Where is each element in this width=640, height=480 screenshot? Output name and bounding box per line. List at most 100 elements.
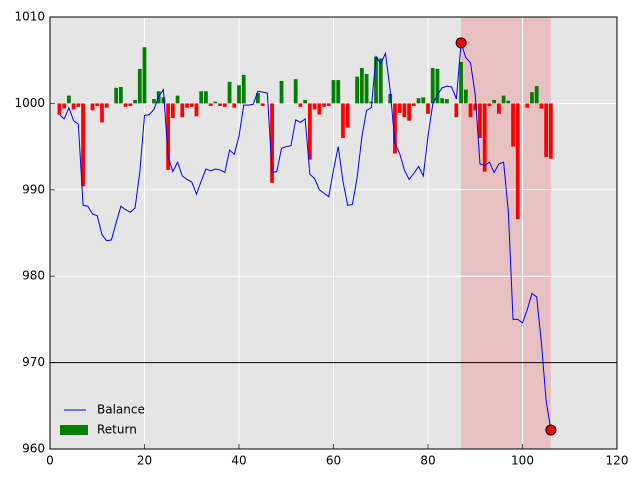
bar [317, 103, 322, 115]
bar [496, 103, 501, 114]
bar [133, 99, 137, 104]
bar [227, 81, 232, 104]
bar [397, 103, 402, 113]
bar [539, 103, 544, 109]
bar [473, 103, 478, 111]
x-tick-label: 0 [46, 454, 54, 468]
bar [326, 103, 331, 106]
bar [544, 103, 549, 157]
bar [118, 86, 123, 104]
bar [416, 98, 421, 104]
y-tick-label: 980 [22, 269, 45, 283]
bar [170, 103, 175, 119]
bar [478, 103, 482, 138]
legend-swatch [60, 425, 88, 435]
bar [104, 103, 109, 108]
y-tick-label: 1010 [14, 10, 45, 24]
bar [204, 91, 208, 104]
bar [293, 79, 298, 104]
y-tick-label: 990 [22, 182, 45, 196]
bar [525, 103, 530, 108]
bar [90, 103, 95, 111]
bar [95, 103, 100, 106]
bar [501, 95, 506, 104]
shaded-span [461, 17, 551, 449]
bar [336, 80, 341, 104]
bar [62, 103, 67, 109]
bar [166, 103, 171, 170]
bar [341, 103, 345, 138]
bar [152, 99, 156, 104]
bar [426, 103, 430, 114]
bar [411, 103, 416, 106]
bar [175, 95, 180, 104]
bar [345, 103, 350, 128]
bar [530, 92, 534, 104]
bar [407, 103, 411, 121]
bar [241, 74, 246, 104]
bar [312, 103, 317, 110]
bar [114, 87, 119, 104]
bar [430, 67, 435, 104]
bar [534, 86, 539, 104]
plot-frame [49, 16, 618, 450]
bar [454, 103, 459, 118]
bar [435, 68, 440, 104]
bar [468, 103, 473, 118]
bar [364, 74, 369, 104]
bar [76, 103, 81, 107]
bar [123, 103, 128, 107]
bar [393, 103, 397, 154]
bar [548, 103, 553, 159]
bar [100, 103, 104, 123]
bar [142, 47, 147, 104]
bar [161, 97, 166, 104]
bar [57, 103, 62, 115]
bar [260, 103, 265, 106]
bar [482, 103, 487, 172]
bar [303, 99, 308, 104]
y-tick-label: 1000 [14, 96, 45, 110]
bar [128, 103, 133, 106]
bar [359, 67, 364, 104]
bar [218, 103, 222, 106]
bar [189, 103, 194, 107]
bar [180, 103, 185, 118]
bar [232, 103, 237, 108]
bar [185, 103, 189, 108]
bar [237, 85, 241, 104]
bar [440, 98, 445, 104]
bar [511, 103, 515, 147]
legend-label: Return [97, 423, 137, 437]
x-tick-label: 20 [137, 454, 152, 468]
bar [459, 61, 463, 104]
bar [137, 68, 142, 104]
bar [256, 93, 260, 104]
bar [81, 103, 85, 187]
bar [421, 97, 426, 104]
legend-label: Balance [97, 403, 145, 417]
bar [222, 103, 227, 107]
bar [307, 103, 312, 160]
bar [378, 58, 383, 104]
line [59, 42, 552, 431]
bar [67, 95, 71, 104]
bar [208, 103, 213, 106]
x-tick-label: 100 [511, 454, 534, 468]
x-tick-label: 60 [326, 454, 341, 468]
bar [374, 56, 378, 104]
bar [194, 103, 199, 117]
marker [545, 424, 557, 436]
bar [355, 76, 360, 104]
x-tick-label: 40 [231, 454, 246, 468]
bar [71, 103, 76, 110]
bar [445, 99, 449, 104]
bar [402, 103, 407, 118]
bar [213, 101, 218, 104]
x-tick-label: 120 [606, 454, 629, 468]
bar [322, 103, 326, 107]
bar [331, 80, 336, 104]
bar [487, 103, 492, 106]
